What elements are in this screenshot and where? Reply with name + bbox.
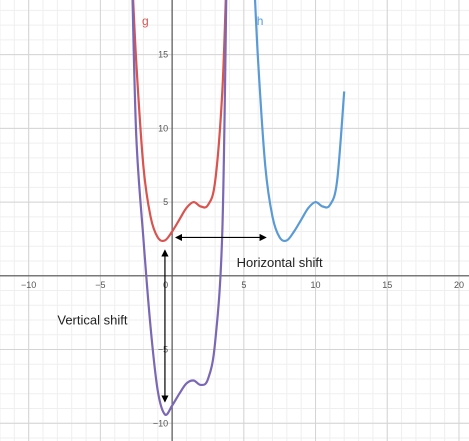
curves (131, 0, 346, 417)
x-tick-label: −5 (95, 280, 105, 290)
shift-arrows (161, 233, 267, 403)
series-line-h (253, 0, 346, 243)
y-tick-label: −5 (158, 345, 168, 355)
x-tick-label: −10 (21, 280, 36, 290)
series-line-g (132, 0, 227, 243)
y-tick-label: 15 (158, 50, 168, 60)
annotations: Horizontal shift Vertical shift (57, 255, 323, 328)
horizontal-shift-label: Horizontal shift (237, 255, 323, 270)
curve-label-h: h (257, 14, 264, 28)
x-tick-label: 5 (241, 280, 246, 290)
y-tick-label: 5 (163, 197, 168, 207)
curve-label-g: g (142, 14, 149, 28)
x-tick-label: 10 (311, 280, 321, 290)
y-tick-label: 10 (158, 123, 168, 133)
y-tick-label: −10 (153, 418, 168, 428)
vertical-shift-label: Vertical shift (57, 312, 127, 327)
tick-labels: −10 −5 0 5 10 15 20 −10 −5 5 10 15 (21, 50, 464, 429)
x-tick-label: 15 (382, 280, 392, 290)
x-tick-label: 20 (454, 280, 464, 290)
series-line-curve-2 (131, 0, 228, 417)
x-tick-label: 0 (163, 280, 168, 290)
